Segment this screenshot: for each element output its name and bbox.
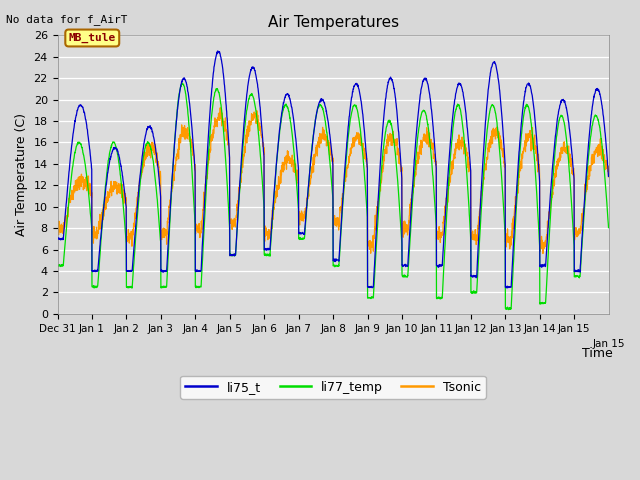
Tsonic [539,251,547,256]
li75_t [605,173,612,179]
Tsonic [366,244,374,250]
li75_t [214,48,221,54]
Tsonic [109,186,116,192]
li75_t [54,236,61,241]
Line: li77_temp: li77_temp [58,83,609,310]
Text: Jan 15: Jan 15 [593,339,625,349]
Text: No data for f_AirT: No data for f_AirT [6,14,128,25]
Legend: li75_t, li77_temp, Tsonic: li75_t, li77_temp, Tsonic [180,376,486,399]
li75_t [531,110,538,116]
li77_temp [605,225,612,230]
li75_t [228,252,236,258]
Line: li75_t: li75_t [58,51,609,288]
li77_temp [366,296,374,301]
li77_temp [228,253,236,259]
li75_t [503,285,511,291]
Text: MB_tule: MB_tule [68,33,116,43]
li77_temp [505,307,513,312]
li77_temp [597,136,605,142]
Tsonic [605,174,612,180]
li75_t [109,148,116,154]
Tsonic [228,223,236,229]
Tsonic [531,141,538,146]
li75_t [597,97,605,103]
li75_t [366,284,374,290]
li77_temp [499,195,507,201]
Tsonic [499,154,507,160]
li77_temp [54,263,61,268]
Line: Tsonic: Tsonic [58,108,609,253]
Y-axis label: Air Temperature (C): Air Temperature (C) [15,113,28,236]
Title: Air Temperatures: Air Temperatures [268,15,399,30]
li77_temp [531,155,538,161]
li77_temp [109,141,116,146]
X-axis label: Time: Time [582,347,613,360]
Tsonic [54,228,61,234]
Tsonic [216,105,224,111]
li77_temp [178,80,186,86]
li75_t [499,128,507,134]
Tsonic [597,146,605,152]
